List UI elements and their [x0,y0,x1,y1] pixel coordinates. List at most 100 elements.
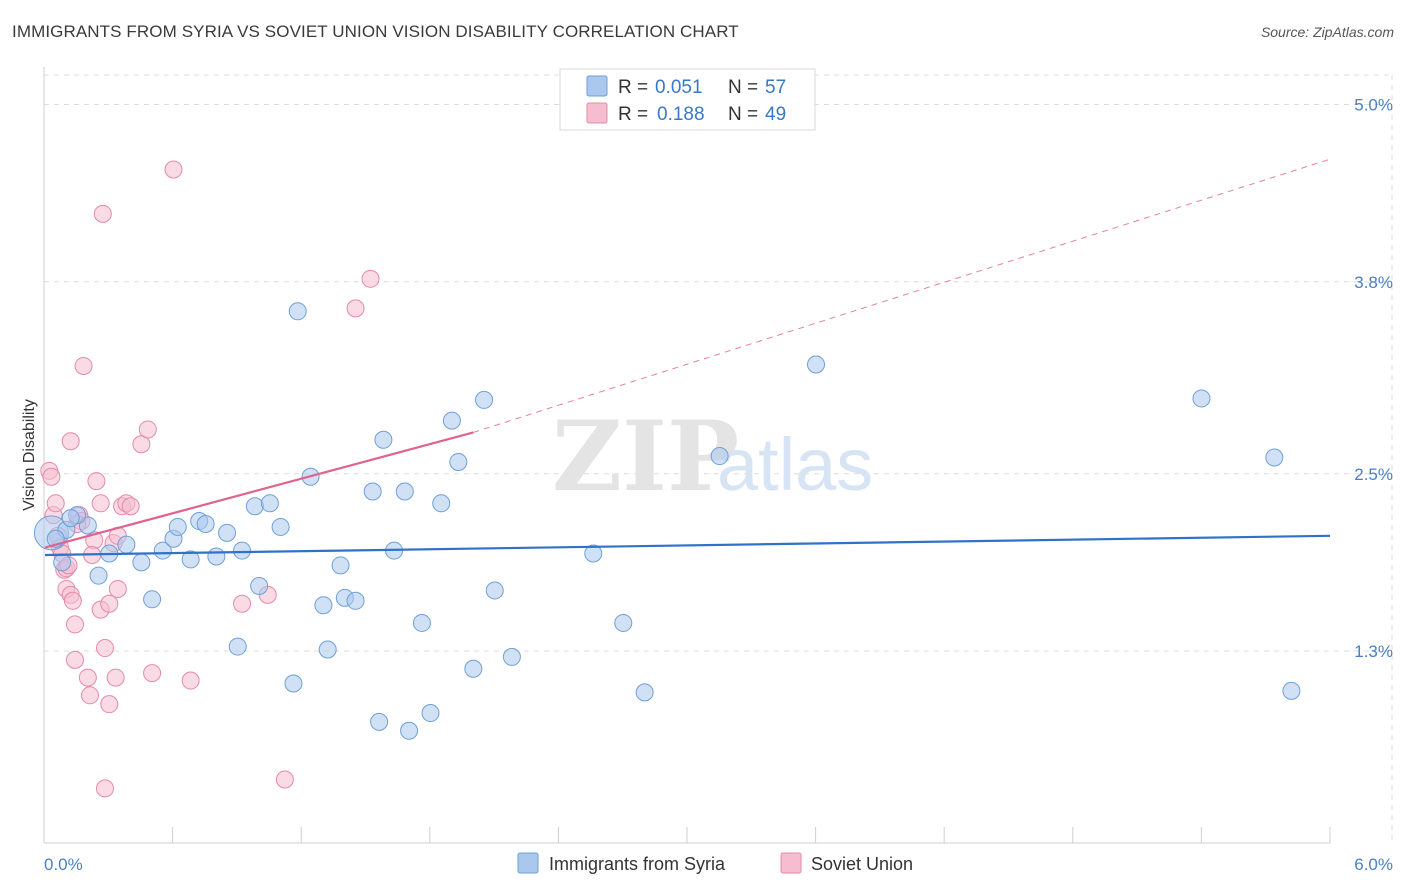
soviet-point [46,494,65,513]
syria-point [331,556,350,575]
syria-trend-line [44,534,1331,557]
y-tick-label: 3.8% [1354,273,1393,292]
syria-point [314,596,333,615]
soviet-trend-extension [473,158,1331,433]
soviet-r-label: R = [618,104,648,125]
y-tick-label: 1.3% [1354,642,1393,661]
soviet-legend-swatch [586,102,608,124]
syria-points [33,302,1301,740]
soviet-n-value: 49 [765,104,786,125]
syria-r-label: R = [618,77,648,98]
syria-point [584,544,603,563]
soviet-point [164,160,183,179]
legend-soviet-label: Soviet Union [811,854,913,874]
soviet-point [91,494,110,513]
syria-point [196,514,215,533]
soviet-point [87,472,106,491]
legend-syria-label: Immigrants from Syria [549,854,726,874]
syria-point [374,430,393,449]
soviet-point [275,770,294,789]
syria-point [284,674,303,693]
soviet-point [233,594,252,613]
soviet-point [65,650,84,669]
syria-point [132,553,151,572]
syria-point [442,411,461,430]
tick-labels: 1.3% 2.5% 3.8% 5.0% 0.0% 6.0% [44,96,1393,874]
x-tick-label: 6.0% [1354,855,1393,874]
soviet-point [95,779,114,798]
soviet-point [63,591,82,610]
soviet-point [100,695,119,714]
watermark: ZIP atlas [552,400,873,513]
syria-point [233,541,252,560]
source-credit: Source: ZipAtlas.com [1260,24,1394,40]
syria-point [61,509,80,528]
syria-point [346,591,365,610]
syria-point [117,535,136,554]
soviet-r-value: 0.188 [657,104,705,125]
soviet-point [106,668,125,687]
soviet-n-label: N = [728,104,758,125]
legend-syria-swatch [517,852,539,874]
soviet-point [346,299,365,318]
syria-point [153,541,172,560]
trend-lines [44,158,1331,557]
syria-point [363,482,382,501]
syria-point [250,577,269,596]
soviet-trend-line [44,431,474,549]
syria-point [1282,681,1301,700]
syria-point [449,452,468,471]
watermark-zip: ZIP [552,400,739,513]
syria-point [288,302,307,321]
series-legend: Immigrants from Syria Soviet Union [517,852,913,874]
soviet-point [80,686,99,705]
legend-soviet-swatch [780,852,802,874]
syria-point [421,704,440,723]
syria-point [207,547,226,566]
syria-point [710,447,729,466]
syria-point [218,523,237,542]
syria-point [168,517,187,536]
axes-layer [43,67,1331,844]
syria-point [53,553,72,572]
syria-point [485,581,504,600]
soviet-point [181,671,200,690]
soviet-point [61,432,80,451]
syria-point [318,640,337,659]
syria-point [464,659,483,678]
soviet-point [121,497,140,516]
syria-point [143,590,162,609]
soviet-point [74,356,93,375]
soviet-point [78,668,97,687]
syria-point [400,721,419,740]
stats-legend: R = 0.051 N = 57 R = 0.188 N = 49 [559,68,816,131]
syria-point [89,566,108,585]
syria-point [502,647,521,666]
syria-point [370,712,389,731]
chart-title: IMMIGRANTS FROM SYRIA VS SOVIET UNION VI… [12,22,739,41]
soviet-point [143,664,162,683]
soviet-point [95,639,114,658]
syria-point [432,494,451,513]
syria-n-label: N = [728,77,758,98]
syria-point [271,517,290,536]
syria-point [614,613,633,632]
x-tick-label: 0.0% [44,855,83,874]
soviet-point [65,615,84,634]
syria-point [635,683,654,702]
syria-point [1265,448,1284,467]
syria-point [181,550,200,569]
syria-r-value: 0.051 [655,77,703,98]
syria-n-value: 57 [765,77,786,98]
syria-point [395,482,414,501]
y-tick-label: 5.0% [1354,96,1393,115]
soviet-point [100,594,119,613]
syria-point [475,390,494,409]
grid-layer [44,74,1393,843]
syria-point [228,637,247,656]
y-axis-label: Vision Disability [21,399,38,511]
syria-point [807,355,825,374]
syria-legend-swatch [586,75,608,97]
soviet-point [93,204,112,223]
y-tick-label: 2.5% [1354,465,1393,484]
